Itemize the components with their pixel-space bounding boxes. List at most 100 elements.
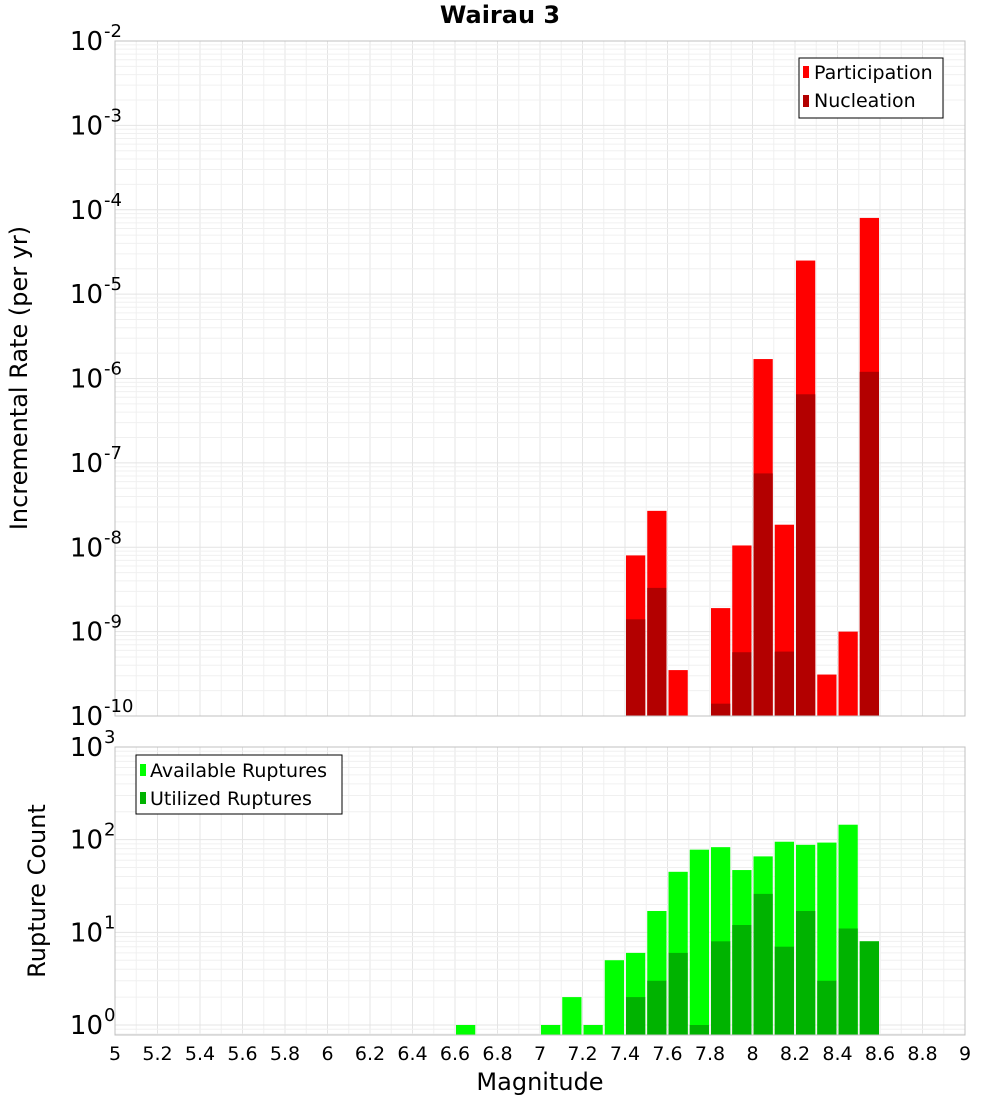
top-y-tick-label: 10 [70,280,103,310]
top-y-tick-label: 10 [70,449,103,479]
available-ruptures-legend-swatch [140,764,146,776]
top-y-tick-exponent: -5 [104,274,122,295]
bottom-y-tick-exponent: 2 [104,820,115,841]
top-y-tick-exponent: -9 [104,612,122,633]
bottom-utilized-ruptures-bar [796,910,816,1035]
top-y-tick-label: 10 [70,618,103,648]
top-nucleation-bar [732,652,752,716]
top-y-tick-label: 10 [70,196,103,226]
bottom-plot-bars [456,824,879,1035]
top-nucleation-bar [774,651,794,716]
x-tick-label: 5.8 [270,1043,300,1065]
bottom-available-ruptures-bar [456,1025,476,1035]
bottom-y-tick-exponent: 0 [104,1005,115,1026]
bottom-utilized-ruptures-bar [753,893,773,1035]
top-y-tick-exponent: -10 [104,696,133,717]
top-y-tick-label: 10 [70,111,103,141]
top-y-tick-exponent: -6 [104,359,122,380]
top-plot-frame [114,40,966,717]
bottom-available-ruptures-bar [583,1025,603,1035]
top-nucleation-bar [859,371,879,716]
bottom-utilized-ruptures-bar [711,941,731,1035]
x-tick-label: 9 [959,1043,971,1065]
x-tick-label: 7.2 [567,1043,597,1065]
bottom-y-tick-label: 10 [70,733,103,763]
x-tick-label: 5.4 [185,1043,215,1065]
bottom-utilized-ruptures-bar [668,952,688,1035]
top-y-axis-label: Incremental Rate (per yr) [5,226,33,530]
top-nucleation-bar [753,473,773,716]
bottom-available-ruptures-bar [604,960,624,1035]
x-tick-label: 7.4 [610,1043,640,1065]
bottom-utilized-ruptures-bar [838,928,858,1035]
chart-title: Wairau 3 [440,1,560,29]
top-participation-bar [711,608,731,716]
x-tick-label: 8.6 [865,1043,895,1065]
bottom-y-tick-label: 10 [70,1011,103,1041]
top-plot-grid [114,40,966,717]
top-nucleation-bar [711,703,731,716]
top-y-tick-exponent: -7 [104,443,122,464]
bottom-y-tick-label: 10 [70,826,103,856]
x-tick-label: 6.8 [482,1043,512,1065]
bottom-y-tick-exponent: 1 [104,912,115,933]
x-tick-label: 6.2 [355,1043,385,1065]
x-tick-label: 6 [321,1043,333,1065]
utilized-ruptures-legend-label: Utilized Ruptures [150,788,312,810]
top-plot-bars [626,217,879,716]
top-y-tick-label: 10 [70,27,103,57]
top-y-tick-label: 10 [70,533,103,563]
top-legend: Participation Nucleation [798,57,944,119]
x-tick-label: 5.6 [227,1043,257,1065]
top-nucleation-bar [626,619,646,716]
x-tick-label: 7.6 [652,1043,682,1065]
bottom-available-ruptures-bar [541,1025,561,1035]
bottom-y-tick-exponent: 3 [104,727,115,748]
x-tick-label: 7.8 [695,1043,725,1065]
bottom-y-axis-label: Rupture Count [23,804,51,978]
participation-legend-label: Participation [814,62,933,84]
bottom-legend-box [135,754,343,815]
participation-legend-swatch [803,66,809,78]
available-ruptures-legend-label: Available Ruptures [150,760,327,782]
x-tick-label: 5.2 [142,1043,172,1065]
top-legend-box [798,57,944,119]
top-participation-bar [838,631,858,716]
bottom-available-ruptures-bar [689,849,709,1035]
top-nucleation-bar [796,394,816,716]
x-tick-label: 8 [746,1043,758,1065]
top-y-tick-exponent: -2 [104,21,122,42]
x-tick-label: 6.6 [440,1043,470,1065]
x-tick-label: 8.4 [822,1043,852,1065]
x-tick-label: 8.2 [780,1043,810,1065]
bottom-available-ruptures-bar [562,997,582,1035]
bottom-utilized-ruptures-bar [732,924,752,1035]
top-participation-bar [668,670,688,716]
top-participation-bar [817,674,837,716]
nucleation-legend-swatch [803,95,809,107]
bottom-utilized-ruptures-bar [689,1025,709,1035]
bottom-y-tick-label: 10 [70,918,103,948]
top-y-tick-exponent: -3 [104,105,122,126]
x-axis-label: Magnitude [476,1068,603,1096]
top-y-tick-label: 10 [70,365,103,395]
x-tick-label: 8.8 [907,1043,937,1065]
x-tick-label: 7 [534,1043,546,1065]
top-y-tick-label: 10 [70,702,103,732]
bottom-plot-frame [114,746,966,1036]
bottom-utilized-ruptures-bar [647,980,667,1035]
top-nucleation-bar [647,587,667,716]
bottom-utilized-ruptures-bar [626,997,646,1035]
utilized-ruptures-legend-swatch [140,792,146,804]
x-tick-label: 6.4 [397,1043,427,1065]
top-y-tick-exponent: -8 [104,527,122,548]
bottom-utilized-ruptures-bar [774,946,794,1035]
nucleation-legend-label: Nucleation [814,90,916,112]
x-tick-label: 5 [109,1043,121,1065]
bottom-utilized-ruptures-bar [817,980,837,1035]
bottom-utilized-ruptures-bar [859,941,879,1035]
top-y-tick-exponent: -4 [104,190,122,211]
